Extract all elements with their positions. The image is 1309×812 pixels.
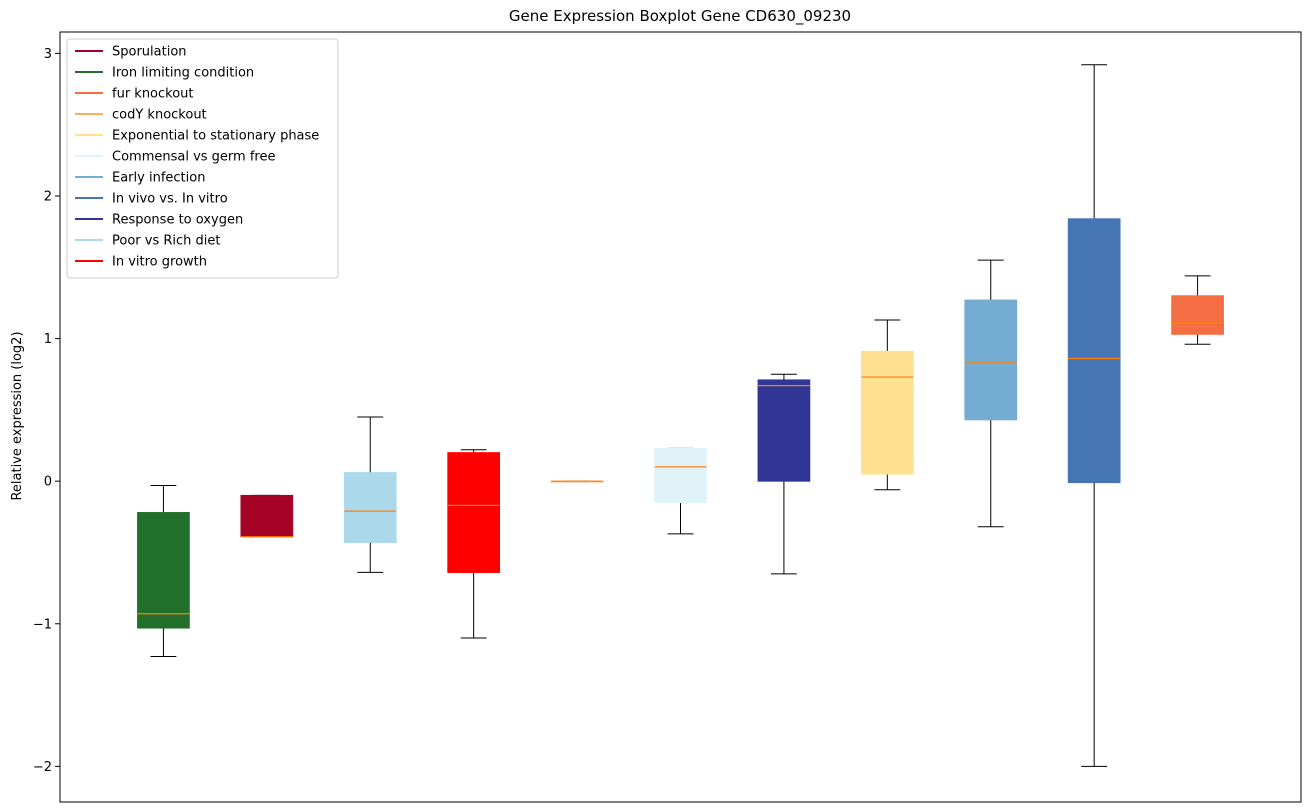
box-body [1067, 218, 1121, 484]
legend-label: Commensal vs germ free [112, 150, 275, 165]
legend-label: Sporulation [112, 45, 187, 60]
y-axis: −2 −1 0 1 2 3 [33, 47, 60, 775]
box-body [343, 472, 397, 543]
y-tick-label: −1 [33, 617, 52, 632]
y-tick-label: 1 [44, 332, 52, 347]
box-2 [343, 416, 397, 573]
legend-label: codY knockout [112, 108, 207, 123]
box-4 [550, 480, 604, 483]
y-axis-label: Relative expression (log2) [10, 331, 25, 500]
legend-label: In vivo vs. In vitro [112, 192, 228, 207]
box-10 [1171, 275, 1224, 345]
legend-label: Early infection [112, 171, 205, 186]
box-body [654, 447, 707, 504]
box-body [860, 350, 914, 475]
legend-label: Response to oxygen [112, 213, 243, 228]
box-5 [654, 447, 707, 535]
box-body [137, 512, 190, 629]
chart-title: Gene Expression Boxplot Gene CD630_09230 [509, 7, 851, 26]
box-7 [860, 319, 914, 491]
legend: Sporulation Iron limiting condition fur kn… [66, 38, 339, 279]
box-body [757, 379, 811, 482]
y-tick-label: 2 [44, 189, 52, 204]
box-1 [240, 494, 294, 538]
legend-label: Exponential to stationary phase [112, 129, 319, 144]
y-tick-label: 3 [44, 47, 52, 62]
legend-frame [66, 38, 339, 279]
box-body [1171, 295, 1224, 335]
box-6 [757, 373, 811, 575]
legend-label: In vitro growth [112, 255, 207, 270]
box-0 [137, 484, 190, 658]
plot-frame [59, 31, 1302, 803]
y-tick-label: 0 [44, 475, 52, 490]
legend-label: Iron limiting condition [112, 66, 254, 81]
y-tick-label: −2 [33, 760, 52, 775]
box-3 [447, 449, 501, 639]
legend-label: Poor vs Rich diet [112, 234, 220, 249]
plot-area [137, 64, 1224, 767]
box-body [240, 494, 294, 538]
box-9 [1067, 64, 1121, 767]
legend-label: fur knockout [112, 87, 194, 102]
box-8 [964, 259, 1018, 528]
box-body [964, 299, 1018, 421]
box-body [447, 452, 501, 573]
